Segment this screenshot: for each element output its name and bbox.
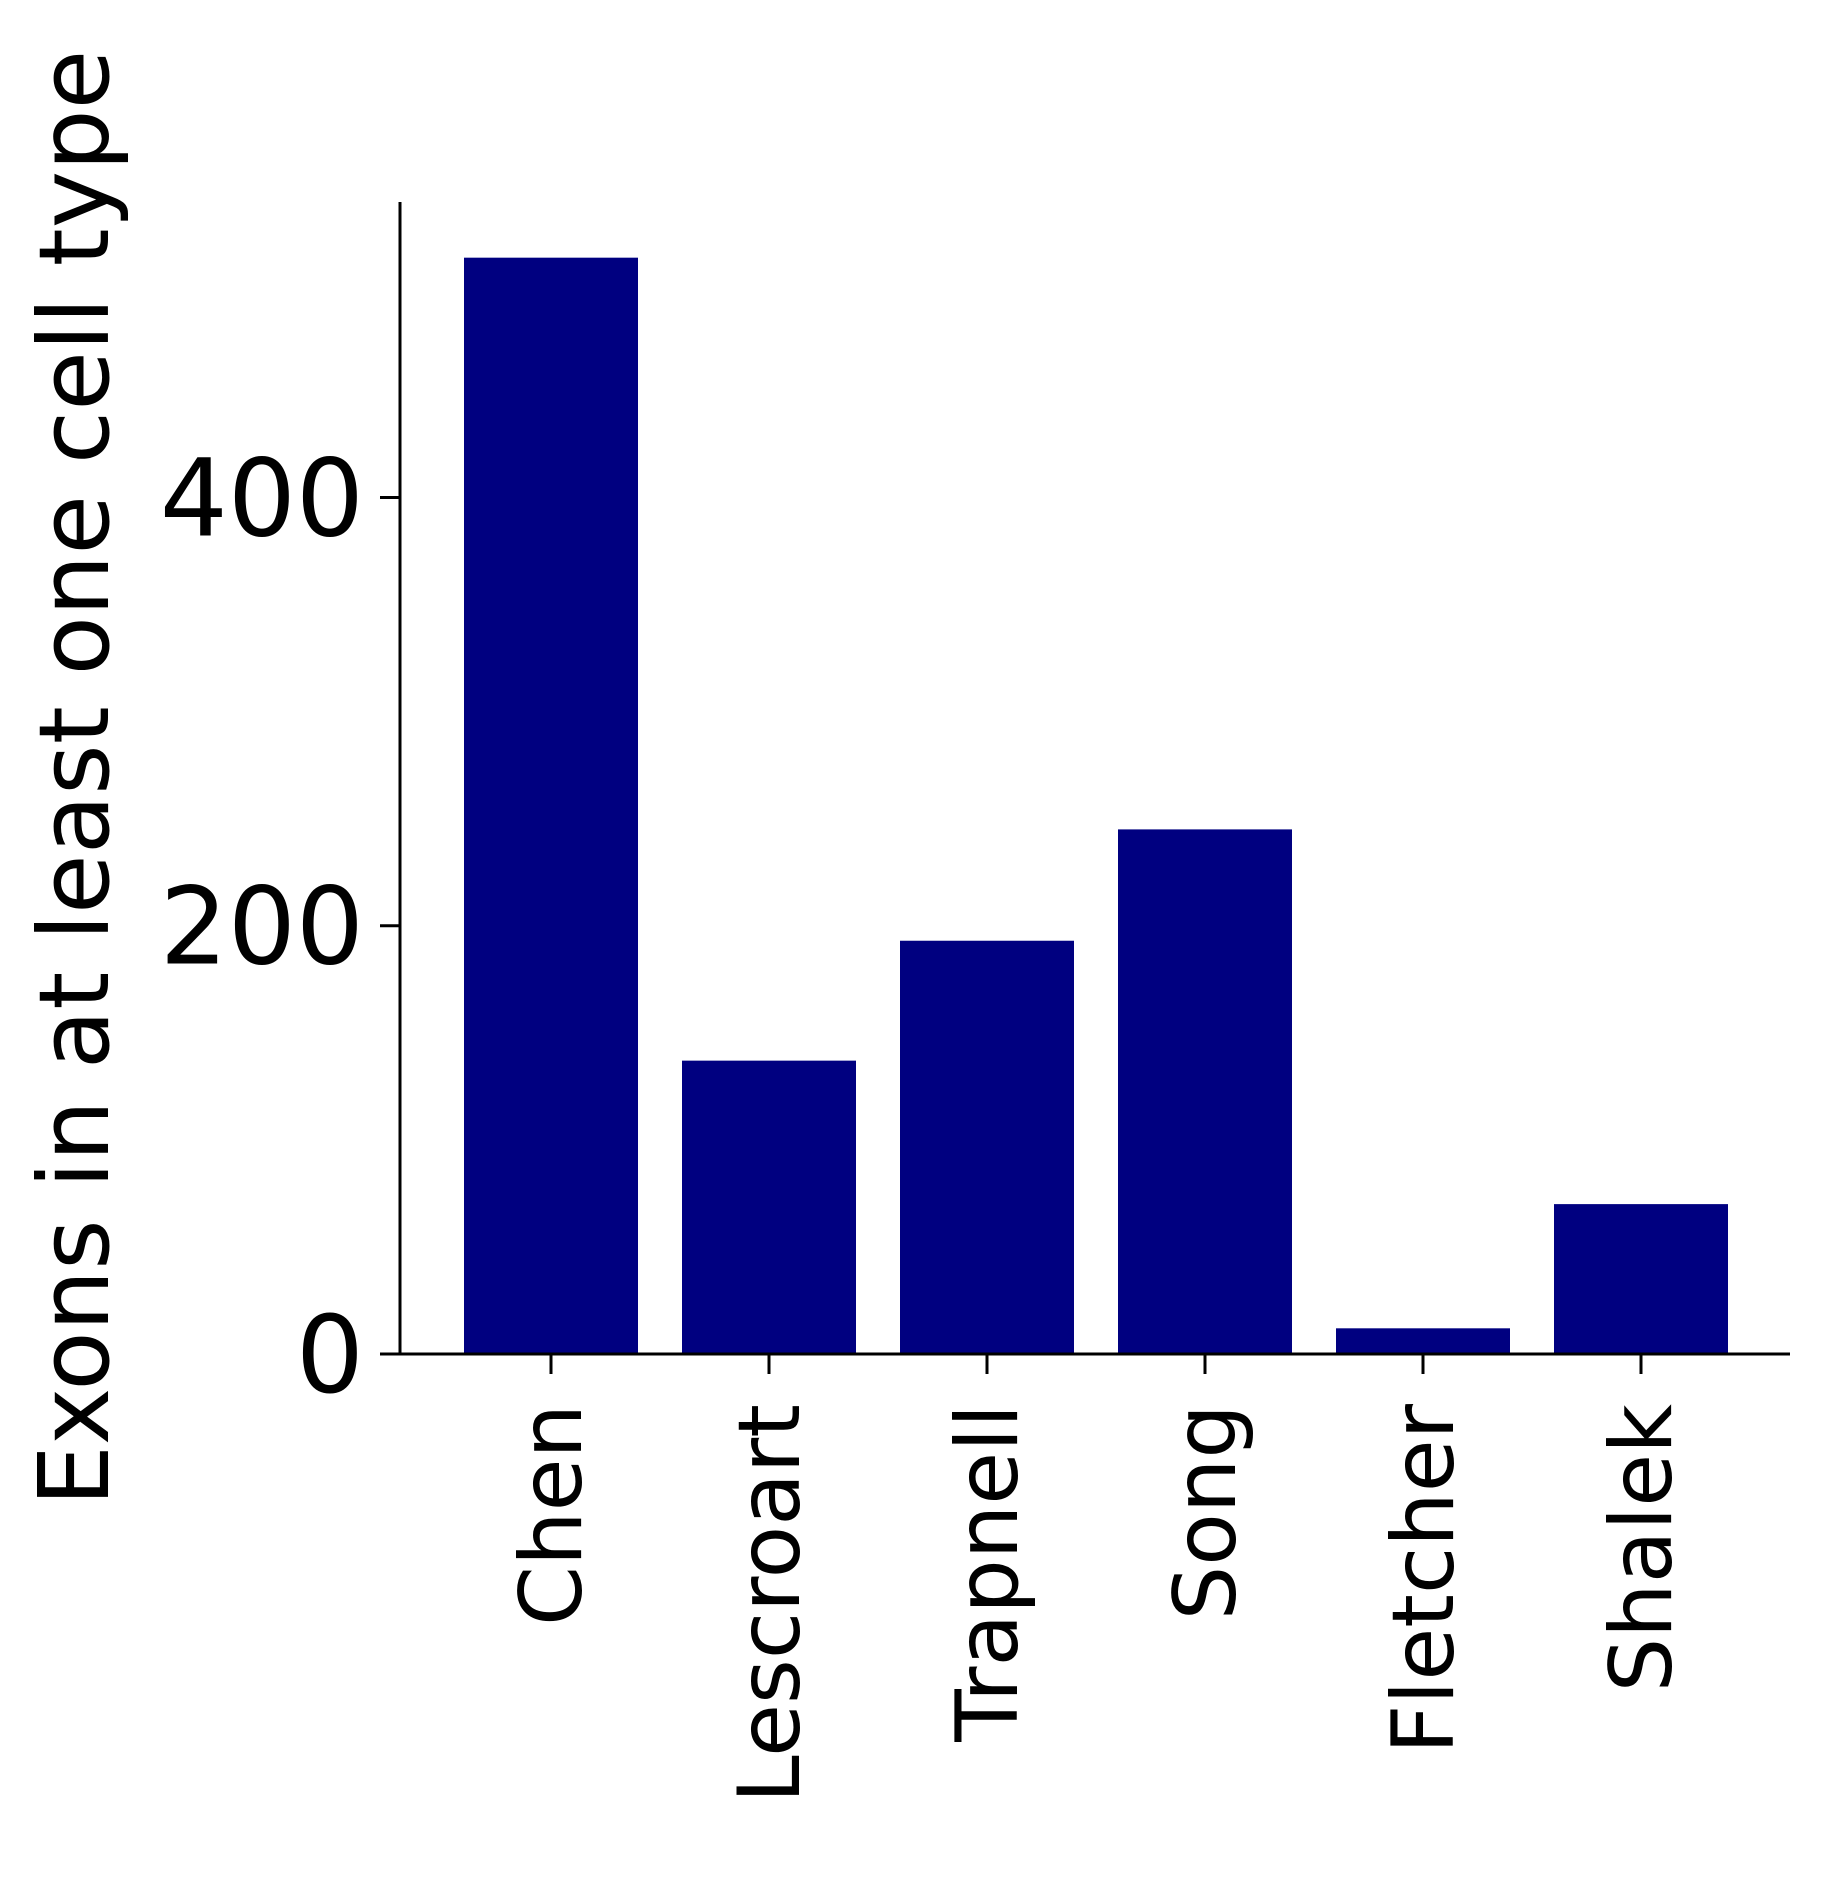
bar-trapnell <box>900 940 1074 1354</box>
y-ticks-group: 0 200 400 <box>160 437 400 1418</box>
x-tick-label: Shalek <box>1592 1404 1692 1693</box>
bar-chen <box>464 257 638 1354</box>
bar-fletcher <box>1336 1328 1510 1354</box>
x-tick-label: Fletcher <box>1374 1403 1474 1754</box>
x-tick-label: Song <box>1156 1404 1256 1620</box>
y-tick-label: 400 <box>160 437 364 561</box>
y-tick-label: 200 <box>160 866 364 990</box>
x-tick-label: Chen <box>502 1404 602 1626</box>
bar-song <box>1118 829 1292 1354</box>
bar-lescroart <box>682 1060 856 1354</box>
x-tick-label: Lescroart <box>720 1404 820 1803</box>
y-tick-label: 0 <box>296 1294 364 1418</box>
bars-group <box>464 257 1728 1354</box>
x-tick-label: Trapnell <box>938 1404 1038 1743</box>
y-axis-title: Exons in at least one cell type <box>18 50 131 1507</box>
bar-shalek <box>1554 1204 1728 1354</box>
x-ticks-group: Chen Lescroart Trapnell Song Fletcher Shalek <box>502 1354 1692 1803</box>
